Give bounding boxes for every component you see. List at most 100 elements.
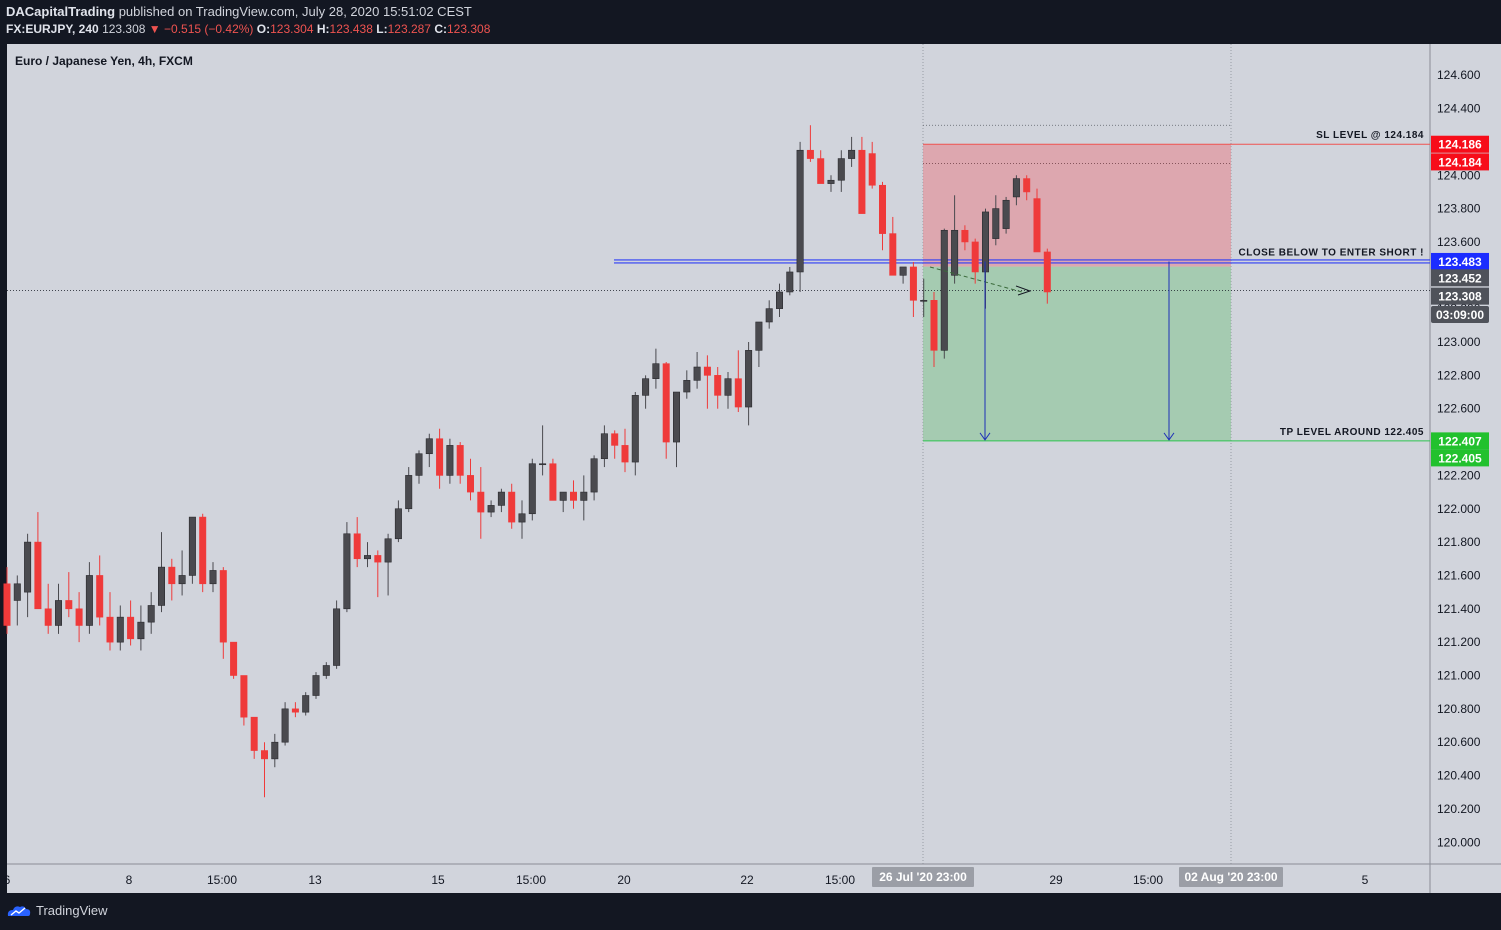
candle[interactable] xyxy=(600,425,608,468)
candle[interactable] xyxy=(353,517,361,568)
candle[interactable] xyxy=(611,430,619,459)
candle[interactable] xyxy=(971,238,979,284)
candle[interactable] xyxy=(631,392,639,476)
candle[interactable] xyxy=(868,141,876,189)
candle[interactable] xyxy=(147,592,155,634)
candle[interactable] xyxy=(312,672,320,699)
candle[interactable] xyxy=(539,425,547,476)
candle[interactable] xyxy=(363,542,371,568)
candle[interactable] xyxy=(13,575,21,626)
candle[interactable] xyxy=(827,175,835,192)
candle[interactable] xyxy=(436,428,444,489)
candle[interactable] xyxy=(322,662,330,679)
candle[interactable] xyxy=(240,675,248,726)
author-name[interactable]: DACapitalTrading xyxy=(6,4,116,19)
candle[interactable] xyxy=(765,300,773,329)
candle[interactable] xyxy=(106,592,114,651)
candle[interactable] xyxy=(219,567,227,659)
candle[interactable] xyxy=(497,488,505,513)
candle[interactable] xyxy=(188,516,196,584)
candle[interactable] xyxy=(158,532,166,613)
candle[interactable] xyxy=(951,195,959,284)
candle[interactable] xyxy=(961,225,969,251)
candle[interactable] xyxy=(456,442,464,484)
candle[interactable] xyxy=(271,733,279,768)
candle[interactable] xyxy=(394,500,402,543)
candle[interactable] xyxy=(940,228,948,359)
candle[interactable] xyxy=(405,467,413,513)
candle[interactable] xyxy=(930,291,938,368)
candle[interactable] xyxy=(65,572,73,618)
candle[interactable] xyxy=(817,150,825,184)
candle[interactable] xyxy=(858,136,866,214)
candle[interactable] xyxy=(1023,175,1031,201)
candle[interactable] xyxy=(1012,175,1020,206)
candle[interactable] xyxy=(24,533,32,618)
candle[interactable] xyxy=(703,355,711,409)
candle[interactable] xyxy=(415,450,423,484)
candle[interactable] xyxy=(580,475,588,521)
candle[interactable] xyxy=(250,716,258,759)
candle[interactable] xyxy=(642,375,650,409)
candle[interactable] xyxy=(508,483,516,529)
candle[interactable] xyxy=(302,692,310,716)
candle[interactable] xyxy=(569,480,577,509)
candle[interactable] xyxy=(343,522,351,613)
candle[interactable] xyxy=(168,558,176,601)
candle[interactable] xyxy=(34,512,42,610)
candle[interactable] xyxy=(549,458,557,501)
candle[interactable] xyxy=(178,550,186,596)
candle[interactable] xyxy=(920,278,928,317)
stop-loss-zone[interactable] xyxy=(923,144,1231,267)
projection-line[interactable] xyxy=(929,266,1023,293)
price-axis[interactable] xyxy=(1430,44,1501,893)
candle[interactable] xyxy=(374,550,382,598)
candle[interactable] xyxy=(672,391,680,468)
candle[interactable] xyxy=(466,458,474,501)
price-chart[interactable]: Euro / Japanese Yen, 4h, FXCM 124.600 124.… xyxy=(0,0,1501,893)
candle[interactable] xyxy=(230,641,238,679)
candle[interactable] xyxy=(899,266,907,284)
candle[interactable] xyxy=(116,605,124,651)
candle[interactable] xyxy=(662,362,670,459)
candle[interactable] xyxy=(1002,196,1010,234)
candle[interactable] xyxy=(559,491,567,513)
candle[interactable] xyxy=(477,467,485,539)
candle[interactable] xyxy=(724,372,732,409)
candle[interactable] xyxy=(745,342,753,426)
candle[interactable] xyxy=(1033,188,1041,253)
candle[interactable] xyxy=(889,216,897,276)
candle[interactable] xyxy=(487,500,495,518)
candle[interactable] xyxy=(96,555,104,626)
candle[interactable] xyxy=(621,428,629,473)
candle[interactable] xyxy=(714,367,722,409)
candle[interactable] xyxy=(1043,248,1051,304)
candle[interactable] xyxy=(291,702,299,718)
candle[interactable] xyxy=(837,150,845,192)
candle[interactable] xyxy=(796,141,804,292)
candle[interactable] xyxy=(3,567,11,634)
candle[interactable] xyxy=(384,533,392,596)
tradingview-logo[interactable]: TradingView xyxy=(6,903,108,918)
candle[interactable] xyxy=(652,348,660,389)
candle[interactable] xyxy=(755,321,763,368)
candle[interactable] xyxy=(786,266,794,296)
candle[interactable] xyxy=(683,370,691,399)
candle[interactable] xyxy=(992,195,1000,246)
candle[interactable] xyxy=(518,500,526,539)
candle[interactable] xyxy=(446,438,454,484)
candle[interactable] xyxy=(528,458,536,521)
candle[interactable] xyxy=(137,605,145,651)
candle[interactable] xyxy=(806,125,814,162)
take-profit-zone[interactable] xyxy=(923,266,1231,441)
candle[interactable] xyxy=(75,592,83,643)
candle[interactable] xyxy=(281,702,289,746)
candle[interactable] xyxy=(734,350,742,413)
candle[interactable] xyxy=(54,583,62,634)
candle[interactable] xyxy=(909,261,917,317)
candle[interactable] xyxy=(209,562,217,593)
candle[interactable] xyxy=(333,600,341,669)
candle[interactable] xyxy=(127,600,135,646)
candle[interactable] xyxy=(425,433,433,468)
candle[interactable] xyxy=(260,742,268,798)
